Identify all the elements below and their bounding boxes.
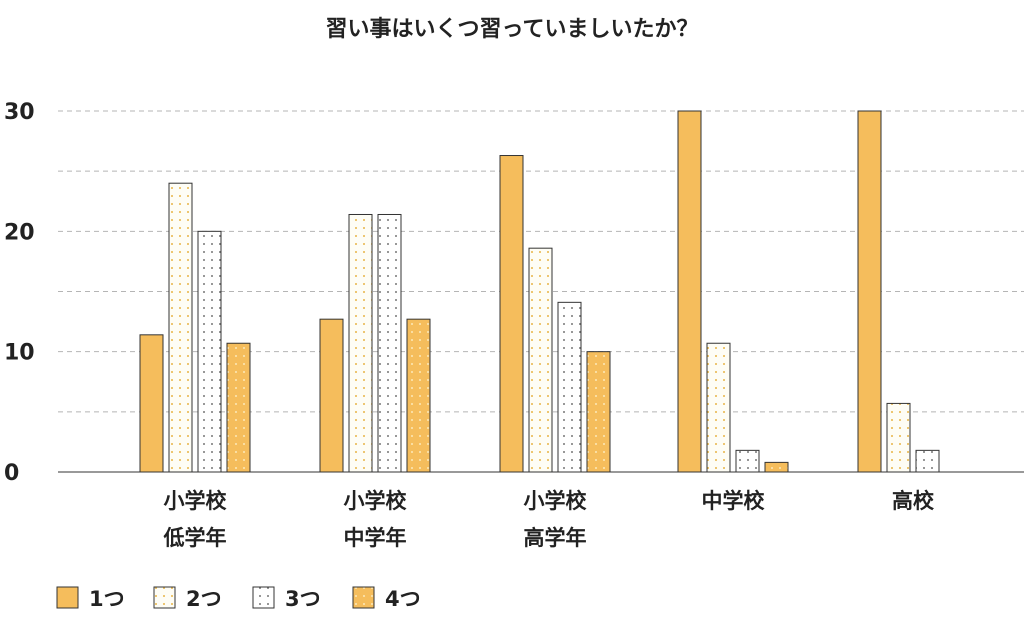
bar <box>226 342 251 473</box>
bar <box>499 155 524 473</box>
bar <box>377 213 402 473</box>
bar <box>348 213 373 473</box>
legend-label: 1つ <box>89 587 125 611</box>
bar <box>886 402 911 473</box>
legend: 1つ 2つ 3つ 4つ <box>56 586 421 611</box>
y-axis-ticks: 0 10 20 30 <box>4 100 35 486</box>
bar <box>139 334 164 473</box>
bar <box>197 230 222 473</box>
legend-label: 2つ <box>186 587 222 611</box>
x-category-label: 中学校 <box>702 489 766 513</box>
bar <box>168 182 193 473</box>
x-category-label: 高校 <box>892 489 935 513</box>
x-category-label: 小学校 <box>524 489 588 513</box>
bar <box>915 449 940 473</box>
legend-swatch <box>56 586 79 609</box>
bar <box>706 342 731 473</box>
bar <box>319 318 344 473</box>
x-category-label: 低学年 <box>163 526 227 550</box>
y-tick-label: 20 <box>4 220 35 245</box>
bar <box>857 110 882 473</box>
legend-swatch <box>352 586 375 609</box>
y-tick-label: 30 <box>4 100 35 125</box>
legend-label: 4つ <box>385 587 421 611</box>
chart-title: 習い事はいくつ習っていましいたか？ <box>326 16 699 42</box>
y-tick-label: 10 <box>4 341 35 366</box>
y-tick-label: 0 <box>4 461 19 486</box>
bar <box>557 301 582 473</box>
legend-swatch <box>252 586 275 609</box>
x-category-label: 小学校 <box>344 489 408 513</box>
bar <box>586 351 611 473</box>
bar <box>677 110 702 473</box>
x-category-label: 中学年 <box>344 526 407 550</box>
x-category-label: 小学校 <box>164 489 228 513</box>
bar <box>735 449 760 473</box>
x-category-label: 高学年 <box>524 526 587 550</box>
bar <box>406 318 431 473</box>
legend-label: 3つ <box>285 587 321 611</box>
bar <box>528 247 553 473</box>
legend-swatch <box>153 586 176 609</box>
bar <box>764 461 789 473</box>
